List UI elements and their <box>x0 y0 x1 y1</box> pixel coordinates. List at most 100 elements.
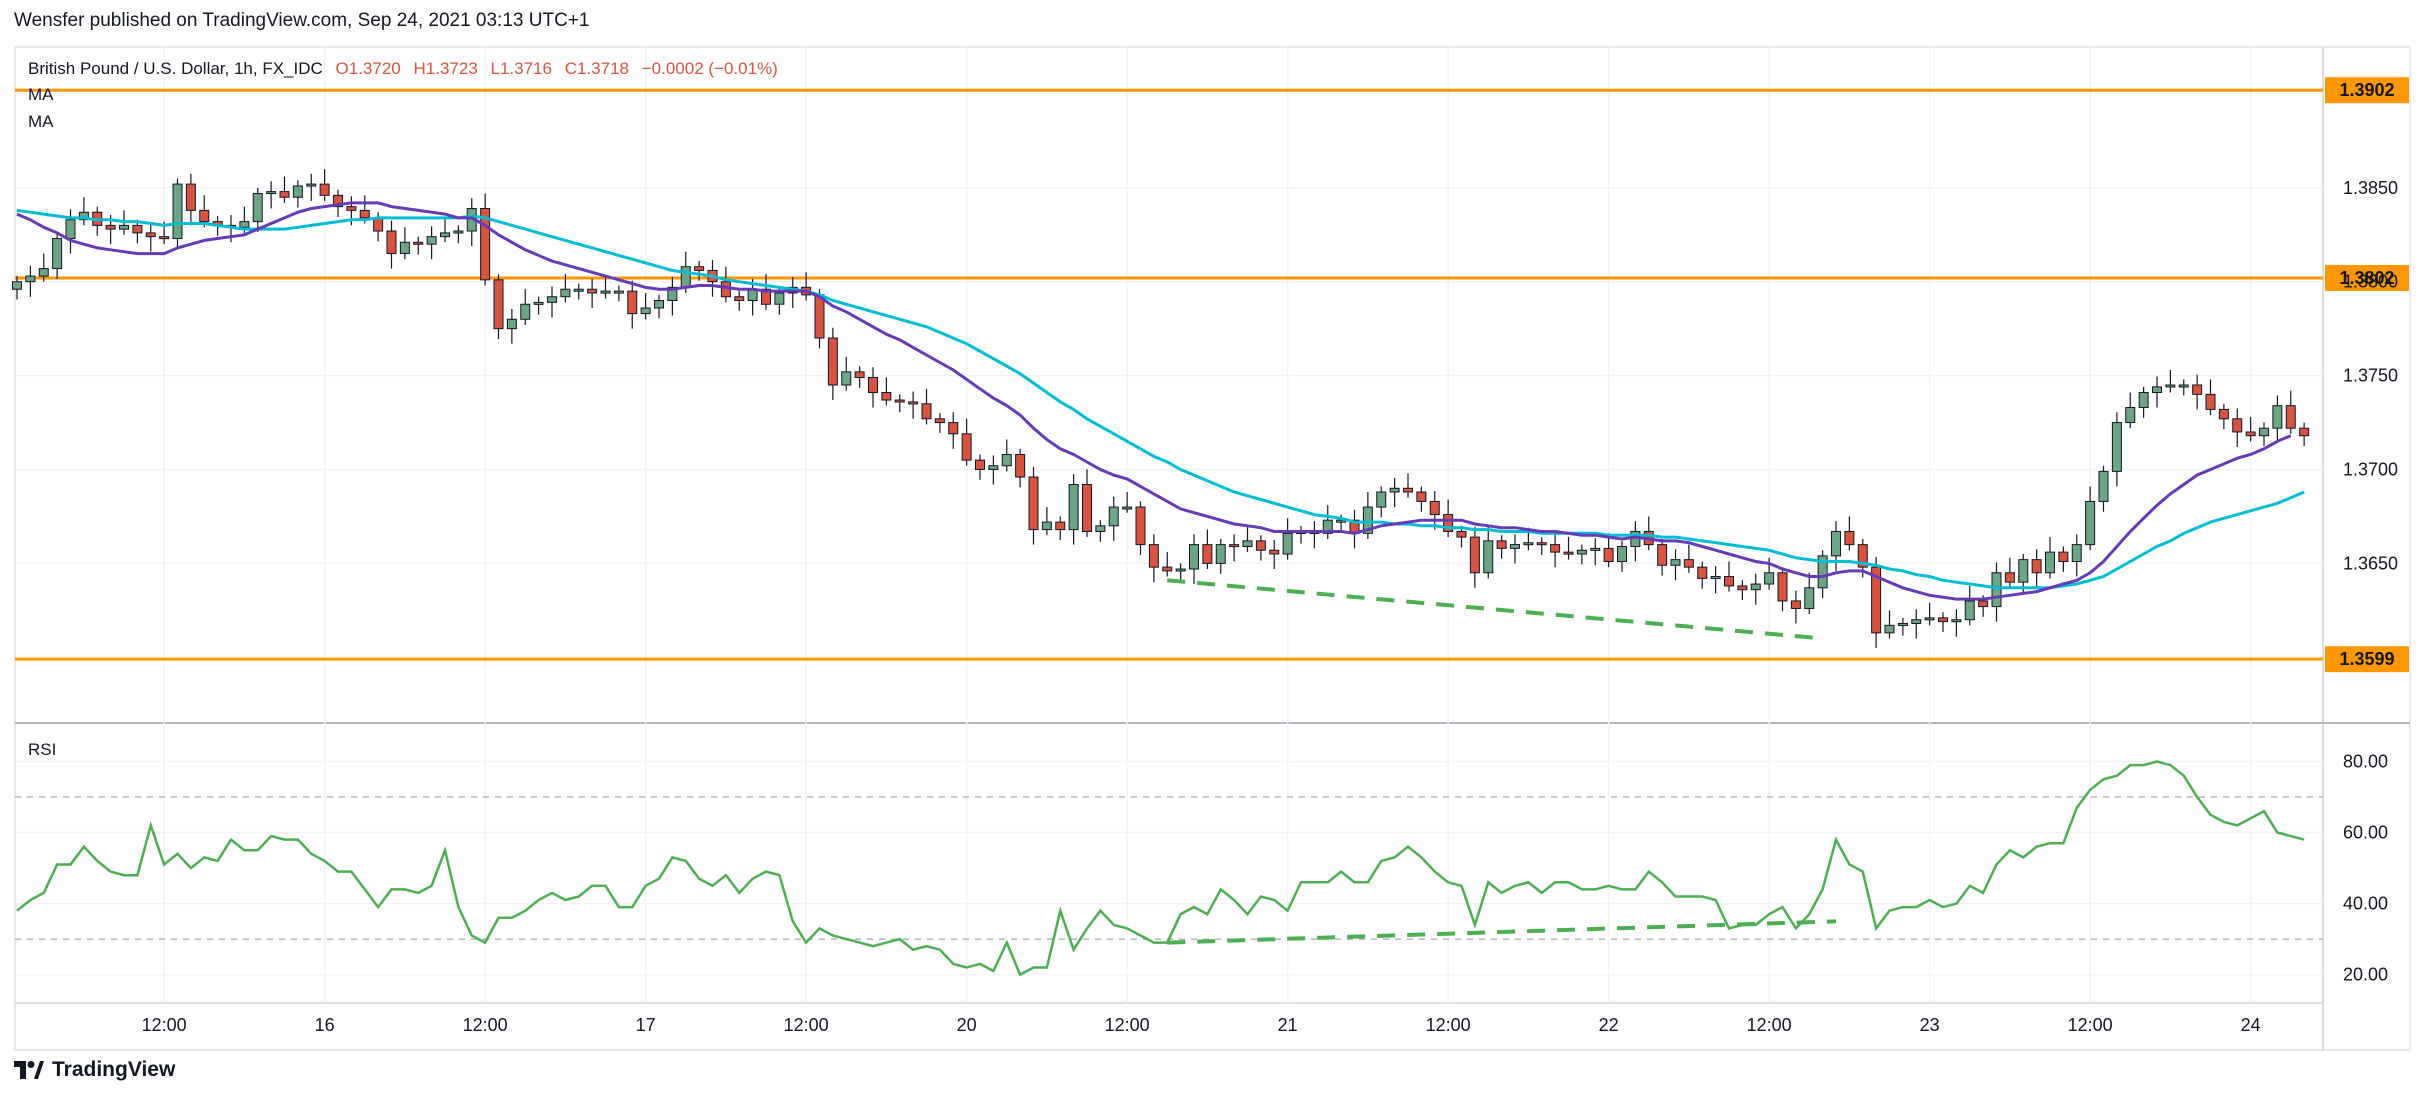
candle[interactable] <box>2058 546 2069 572</box>
candle[interactable] <box>547 286 557 318</box>
candle[interactable] <box>1242 525 1253 553</box>
legend-ma-1[interactable]: MA <box>28 85 54 104</box>
candle[interactable] <box>600 276 611 299</box>
candle[interactable] <box>1683 544 1694 573</box>
candle[interactable] <box>52 232 63 279</box>
candle[interactable] <box>908 391 919 419</box>
candle[interactable] <box>2111 412 2122 487</box>
candle[interactable] <box>145 222 156 252</box>
candle[interactable] <box>533 296 544 315</box>
candle[interactable] <box>2004 557 2015 588</box>
candle[interactable] <box>386 220 397 269</box>
candle[interactable] <box>132 219 143 244</box>
candle[interactable] <box>440 217 450 243</box>
rsi-line[interactable] <box>16 760 2305 977</box>
candle[interactable] <box>1737 580 1748 601</box>
candle[interactable] <box>1055 516 1066 540</box>
candle[interactable] <box>399 227 410 260</box>
candle[interactable] <box>2178 379 2189 396</box>
legend-ma-2[interactable]: MA <box>28 112 54 131</box>
candle[interactable] <box>25 265 36 297</box>
candle[interactable] <box>2165 369 2176 393</box>
candle[interactable] <box>1189 534 1199 585</box>
candle[interactable] <box>172 178 183 249</box>
candle[interactable] <box>1416 486 1427 512</box>
candle[interactable] <box>1282 518 1293 560</box>
candle[interactable] <box>1590 538 1601 566</box>
candle[interactable] <box>1884 610 1895 639</box>
candle[interactable] <box>1162 552 1173 577</box>
candle[interactable] <box>1576 544 1587 565</box>
candle[interactable] <box>560 274 571 303</box>
candle[interactable] <box>1443 499 1454 538</box>
candle[interactable] <box>1991 562 2002 622</box>
candle[interactable] <box>1015 448 1026 488</box>
candle[interactable] <box>2192 374 2203 410</box>
candle[interactable] <box>2245 416 2256 442</box>
candle[interactable] <box>38 253 49 282</box>
candle[interactable] <box>1710 566 1721 594</box>
candle[interactable] <box>413 236 424 255</box>
candle[interactable] <box>252 187 263 232</box>
candle[interactable] <box>1389 477 1400 508</box>
candle[interactable] <box>1670 549 1681 581</box>
legend-line[interactable]: British Pound / U.S. Dollar, 1h, FX_IDC … <box>28 59 778 78</box>
candle[interactable] <box>627 280 638 329</box>
candle[interactable] <box>1911 609 1922 639</box>
candle[interactable] <box>266 181 277 209</box>
candle[interactable] <box>1617 540 1627 572</box>
candle[interactable] <box>1750 573 1761 605</box>
candle[interactable] <box>2285 390 2296 434</box>
candle[interactable] <box>1322 505 1333 539</box>
candle[interactable] <box>827 327 838 401</box>
candle[interactable] <box>734 291 745 311</box>
candle[interactable] <box>1376 486 1387 518</box>
candle[interactable] <box>720 266 731 303</box>
candle[interactable] <box>1938 612 1948 632</box>
candle[interactable] <box>1924 602 1935 626</box>
candle[interactable] <box>1001 439 1012 472</box>
candle[interactable] <box>1349 509 1360 549</box>
candle[interactable] <box>613 285 624 302</box>
candle[interactable] <box>493 274 504 339</box>
candle[interactable] <box>1175 563 1186 582</box>
candle[interactable] <box>1429 491 1440 530</box>
candle[interactable] <box>1964 585 1975 626</box>
candle[interactable] <box>2071 534 2082 577</box>
candle[interactable] <box>868 367 878 408</box>
trendlines[interactable] <box>1167 578 1837 945</box>
candle[interactable] <box>2232 408 2243 447</box>
rsi-series[interactable] <box>16 760 2305 977</box>
candle[interactable] <box>948 412 959 449</box>
candle[interactable] <box>1603 533 1614 568</box>
candle[interactable] <box>1229 534 1240 562</box>
candle[interactable] <box>894 394 905 413</box>
candle[interactable] <box>2018 554 2029 593</box>
candle[interactable] <box>654 294 664 319</box>
candle[interactable] <box>667 277 678 316</box>
candle[interactable] <box>2299 422 2310 447</box>
candle[interactable] <box>1697 561 1708 589</box>
candle[interactable] <box>1309 521 1320 549</box>
legend-rsi[interactable]: RSI <box>28 740 56 759</box>
candle[interactable] <box>1041 507 1052 536</box>
candle[interactable] <box>1122 492 1133 513</box>
ma-fast-line[interactable] <box>16 201 2292 601</box>
candle[interactable] <box>1202 529 1213 570</box>
candle[interactable] <box>306 173 317 201</box>
candle[interactable] <box>1951 609 1962 637</box>
candle[interactable] <box>292 180 303 208</box>
candle[interactable] <box>988 455 999 485</box>
candle[interactable] <box>1095 520 1106 542</box>
candle[interactable] <box>2098 465 2109 512</box>
candle[interactable] <box>1082 469 1092 538</box>
candle[interactable] <box>1804 572 1815 615</box>
horizontal-levels[interactable]: 1.3902 1.3802 1.3599 <box>15 77 2409 673</box>
candle[interactable] <box>2138 386 2149 418</box>
candle[interactable] <box>1550 534 1561 568</box>
candle[interactable] <box>1456 525 1467 548</box>
candle[interactable] <box>640 292 651 320</box>
candle[interactable] <box>921 388 932 425</box>
candle[interactable] <box>2031 549 2042 588</box>
